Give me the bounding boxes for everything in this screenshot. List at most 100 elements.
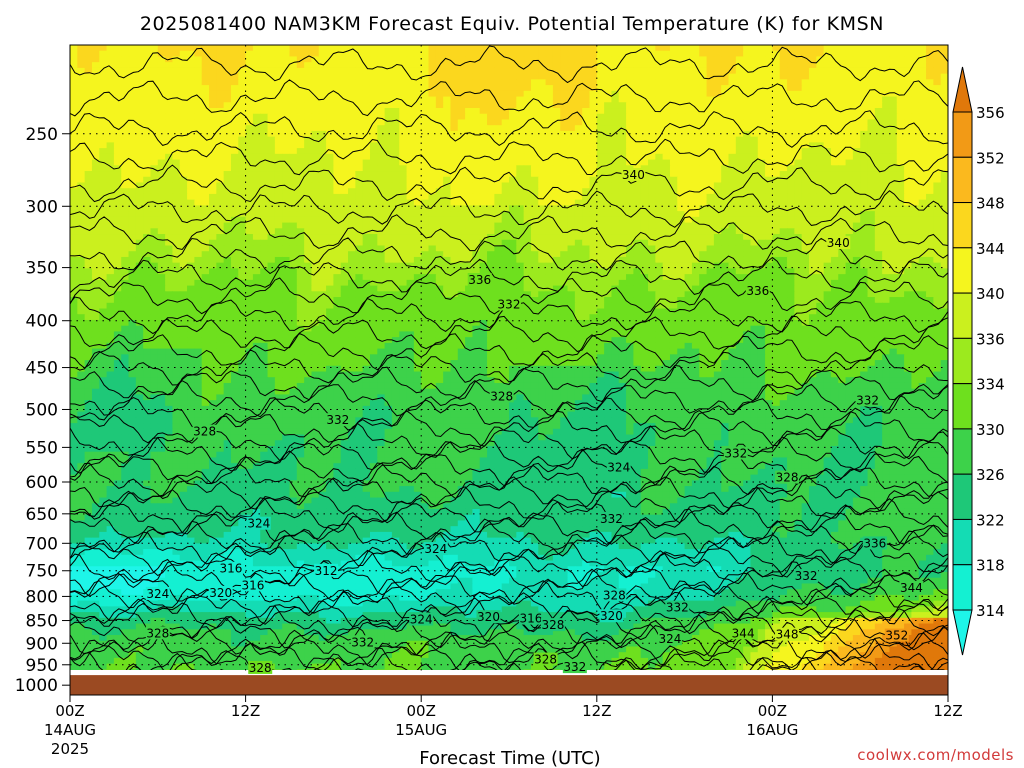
field-cell xyxy=(830,125,839,132)
field-cell xyxy=(560,102,569,109)
field-cell xyxy=(735,216,744,224)
field-cell xyxy=(655,67,664,75)
field-cell xyxy=(355,211,364,218)
field-cell xyxy=(560,234,569,241)
field-cell xyxy=(509,56,517,63)
field-cell xyxy=(523,119,532,126)
field-cell xyxy=(113,108,122,115)
field-cell xyxy=(362,262,371,269)
field-cell xyxy=(677,256,686,264)
field-cell xyxy=(911,108,920,115)
field-cell xyxy=(757,56,766,63)
field-cell xyxy=(465,130,474,138)
field-cell xyxy=(677,136,686,143)
field-cell xyxy=(706,165,715,172)
field-cell xyxy=(457,262,466,269)
field-cell xyxy=(772,193,781,201)
field-cell xyxy=(70,125,78,132)
field-cell xyxy=(326,113,334,121)
field-cell xyxy=(757,125,766,132)
field-cell xyxy=(874,205,883,212)
field-cell xyxy=(472,119,481,126)
field-cell xyxy=(684,85,693,92)
field-cell xyxy=(874,193,883,201)
field-cell xyxy=(765,268,773,275)
field-cell xyxy=(596,205,605,212)
field-cell xyxy=(911,113,920,121)
field-cell xyxy=(582,67,591,75)
field-cell xyxy=(113,274,122,281)
field-cell xyxy=(567,222,576,229)
field-cell xyxy=(896,148,905,155)
field-cell xyxy=(406,251,415,258)
field-cell xyxy=(428,102,437,109)
field-cell xyxy=(640,153,649,161)
field-cell xyxy=(655,148,664,155)
field-cell xyxy=(882,62,891,69)
field-cell xyxy=(874,45,883,52)
field-cell xyxy=(787,211,795,218)
field-cell xyxy=(626,222,634,229)
field-cell xyxy=(830,90,839,98)
field-cell xyxy=(91,274,100,281)
field-cell xyxy=(216,119,225,126)
field-cell xyxy=(662,239,671,247)
field-cell xyxy=(596,79,605,86)
field-cell xyxy=(845,256,854,264)
field-cell xyxy=(106,62,115,69)
field-cell xyxy=(713,67,722,75)
field-cell xyxy=(523,193,532,201)
field-cell xyxy=(918,211,927,218)
field-cell xyxy=(91,176,100,184)
field-cell xyxy=(84,113,93,121)
field-cell xyxy=(479,222,488,229)
field-cell xyxy=(882,45,891,52)
field-cell xyxy=(99,96,108,103)
field-cell xyxy=(933,125,942,132)
field-cell xyxy=(465,136,474,143)
field-cell xyxy=(801,216,810,224)
field-cell xyxy=(735,56,744,63)
field-cell xyxy=(574,125,583,132)
field-cell xyxy=(691,67,700,75)
field-cell xyxy=(296,85,305,92)
field-cell xyxy=(428,73,437,80)
field-cell xyxy=(830,113,839,121)
field-cell xyxy=(172,142,181,149)
field-cell xyxy=(230,268,239,275)
field-cell xyxy=(662,268,671,275)
field-cell xyxy=(406,171,415,178)
field-cell xyxy=(845,56,854,63)
field-cell xyxy=(874,188,883,195)
field-cell xyxy=(757,159,766,166)
field-cell xyxy=(904,245,913,252)
field-cell xyxy=(706,73,715,80)
field-cell xyxy=(757,211,766,218)
field-cell xyxy=(369,165,378,172)
field-cell xyxy=(808,142,817,149)
field-cell xyxy=(216,262,225,269)
field-cell xyxy=(794,136,803,143)
field-cell xyxy=(150,165,159,172)
field-cell xyxy=(545,130,554,138)
field-cell xyxy=(845,90,854,98)
field-cell xyxy=(911,188,920,195)
field-cell xyxy=(435,67,444,75)
field-cell xyxy=(750,256,759,264)
field-cell xyxy=(633,113,642,121)
field-cell xyxy=(369,211,378,218)
field-cell xyxy=(538,62,547,69)
field-cell xyxy=(348,159,356,166)
field-cell xyxy=(721,85,730,92)
field-cell xyxy=(509,251,517,258)
field-cell xyxy=(252,62,261,69)
field-cell xyxy=(516,165,525,172)
field-cell xyxy=(128,228,137,235)
field-cell xyxy=(172,205,181,212)
field-cell xyxy=(691,234,700,241)
field-cell xyxy=(143,56,152,63)
field-cell xyxy=(699,148,708,155)
field-cell xyxy=(377,142,386,149)
field-cell xyxy=(699,222,708,229)
field-cell xyxy=(194,193,203,201)
